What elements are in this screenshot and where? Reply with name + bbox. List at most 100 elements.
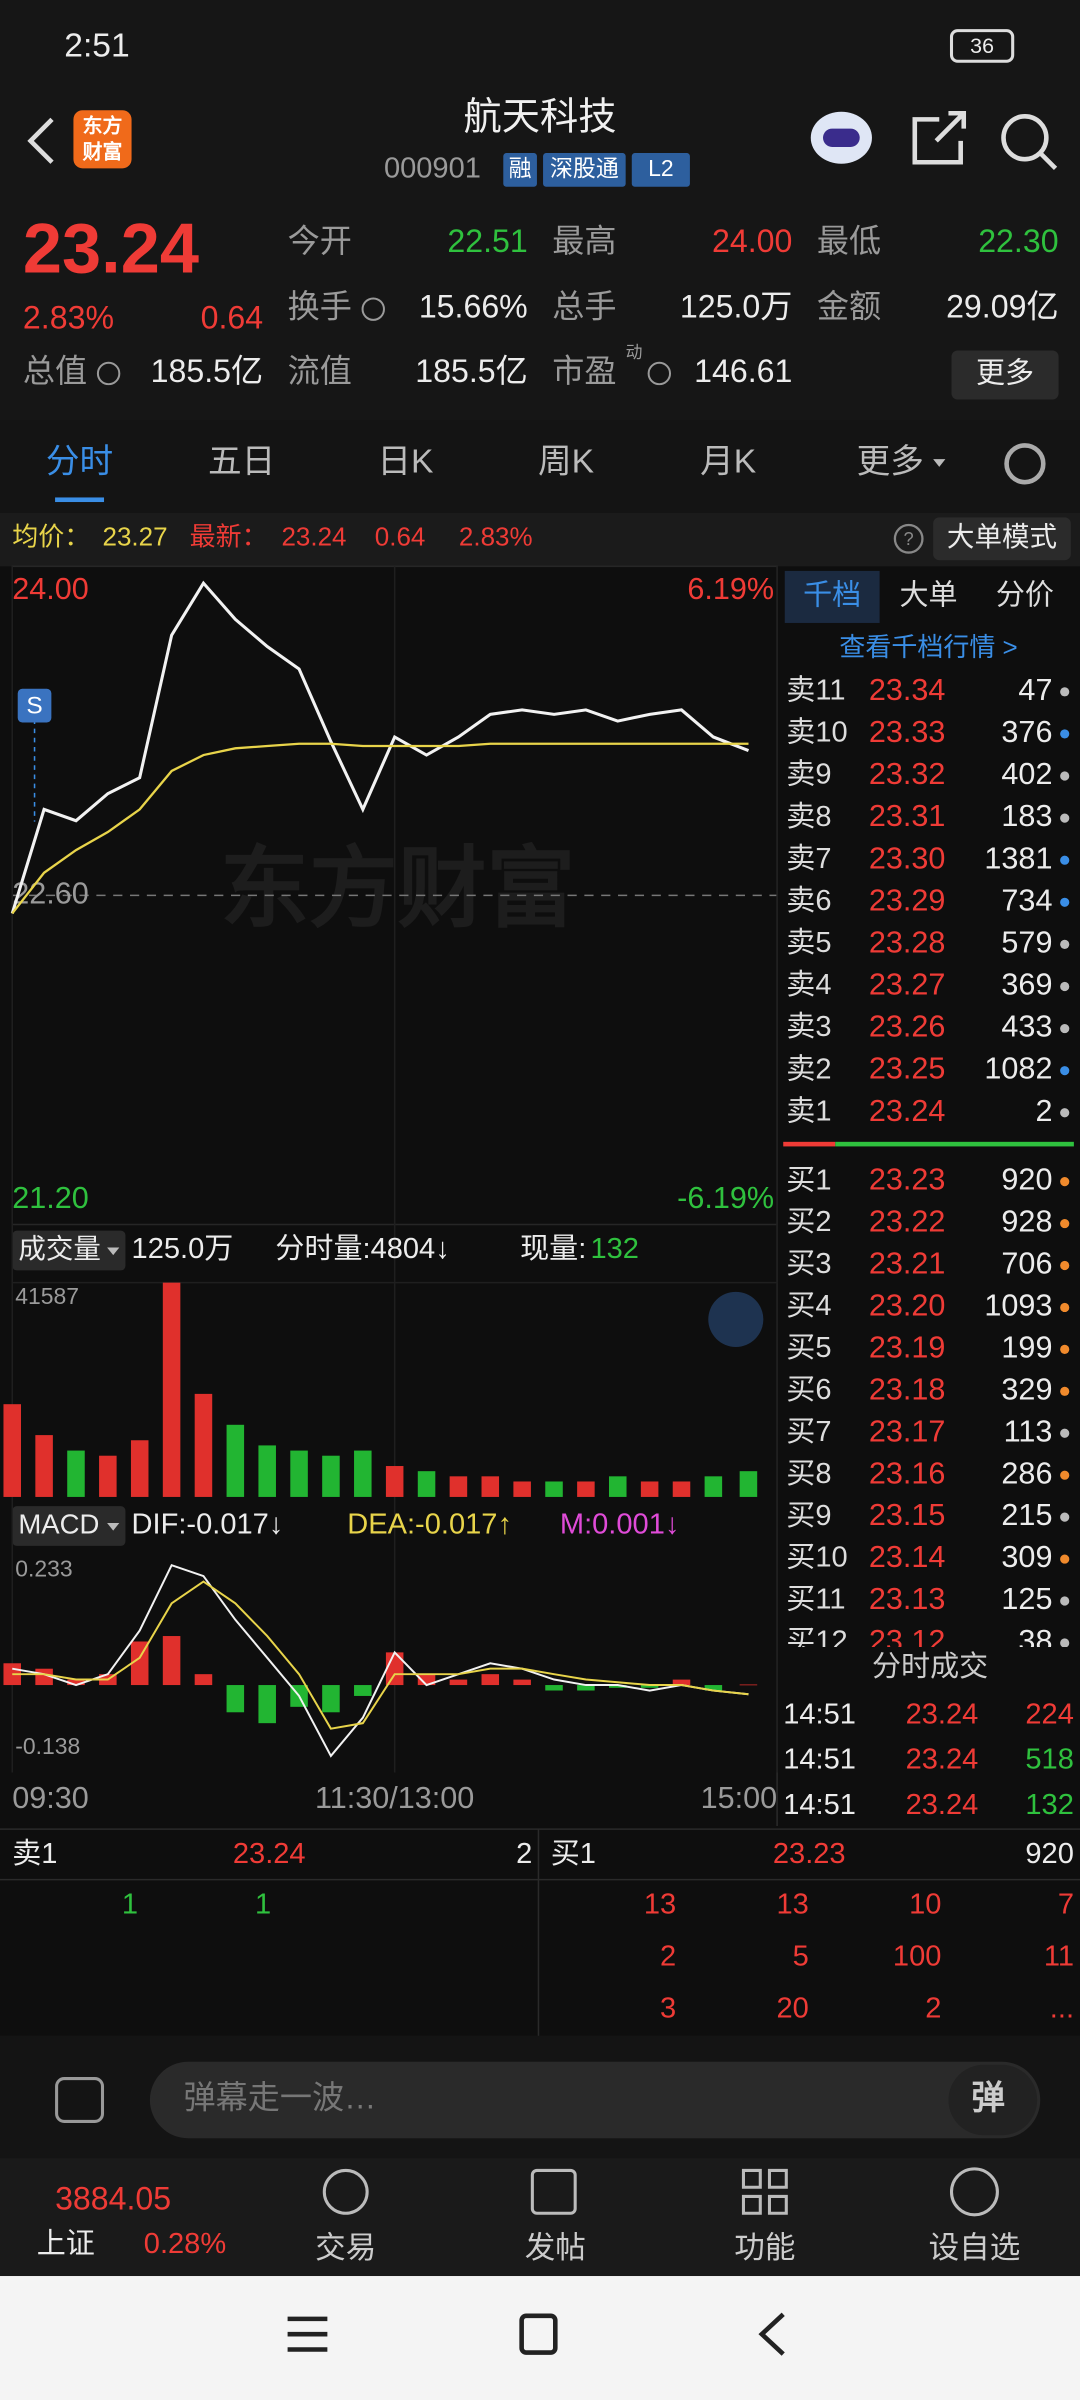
book-level: 卖4 [786, 969, 831, 1001]
trades-header[interactable]: 分时成交 [872, 1650, 988, 1683]
book-dot [1060, 1066, 1070, 1076]
tab[interactable]: 更多 [857, 443, 924, 481]
book-level: 卖10 [786, 717, 847, 749]
danmaku-button-text[interactable]: 弹 [971, 2079, 1005, 2117]
app-logo [73, 110, 132, 169]
field-label: 流值 [288, 353, 352, 389]
danmaku-icon[interactable] [55, 2077, 105, 2123]
volume-bar [162, 1282, 181, 1497]
queue-order: 7 [1058, 1888, 1074, 1920]
book-tab[interactable]: 分价 [996, 580, 1054, 612]
volume-bar [672, 1481, 691, 1497]
tab[interactable]: 五日 [208, 444, 275, 481]
book-tab[interactable]: 大单 [899, 579, 957, 612]
tab[interactable]: 周K [538, 444, 595, 481]
volume-bar [417, 1471, 436, 1497]
settings-button[interactable] [1004, 443, 1046, 485]
book-qty: 433 [1001, 1010, 1052, 1044]
field-value: 22.30 [978, 223, 1058, 259]
menu-key[interactable] [287, 2316, 328, 2352]
home-key[interactable] [519, 2313, 558, 2355]
more-button[interactable] [951, 350, 1059, 400]
tab[interactable]: 日K [377, 444, 434, 481]
comment-input[interactable] [149, 2061, 1041, 2139]
book-dot [1060, 1386, 1070, 1396]
tab-underline [55, 497, 105, 503]
back-key[interactable] [758, 2312, 785, 2356]
book-dot [1060, 687, 1070, 697]
tab[interactable]: 分时 [46, 444, 113, 481]
book-level: 卖3 [786, 1011, 831, 1043]
field-sup: 动 [626, 343, 643, 362]
trade-icon[interactable] [322, 2168, 369, 2215]
book-level: 卖5 [786, 927, 831, 959]
macd-bar [417, 1674, 436, 1686]
tag-bg [503, 153, 537, 187]
book-price: 23.33 [869, 715, 946, 749]
comment-placeholder[interactable]: 弹幕走一波… [184, 2079, 377, 2115]
queue-order: 2 [660, 1940, 676, 1972]
macd-selector[interactable] [12, 1506, 126, 1546]
field-value: 22.51 [447, 223, 527, 259]
book-price: 23.21 [869, 1247, 946, 1281]
watchlist-icon[interactable] [949, 2167, 999, 2217]
book-dot [1060, 1596, 1070, 1606]
share-button[interactable] [912, 110, 967, 165]
stock-code: 000901 [384, 153, 481, 185]
volume-bar [577, 1481, 595, 1497]
danmaku-button[interactable] [948, 2064, 1038, 2136]
volume-bar [545, 1481, 563, 1497]
info-icon [647, 361, 672, 386]
book-link[interactable]: 查看千档行情 > [839, 632, 1017, 662]
back-button[interactable] [27, 117, 54, 164]
search-button[interactable] [1001, 114, 1049, 162]
trade-time: 14:51 [783, 1698, 856, 1730]
queue-order: 13 [644, 1888, 676, 1920]
book-dot [1060, 1638, 1070, 1647]
queue-order: 13 [776, 1888, 808, 1920]
info-change: 0.64 [375, 522, 426, 552]
field-value: 146.61 [694, 353, 792, 389]
mode-button-text[interactable]: 大单模式 [947, 521, 1057, 552]
tab[interactable]: 月K [700, 444, 757, 481]
book-price: 23.16 [869, 1456, 946, 1490]
book-level: 买10 [786, 1542, 847, 1574]
book-level: 买1 [786, 1164, 831, 1196]
queue-order: 10 [909, 1888, 941, 1920]
series-line [12, 1563, 749, 1758]
nav-item[interactable]: 设自选 [929, 2231, 1021, 2265]
y-tick-label: 41587 [15, 1283, 79, 1309]
book-level: 买2 [786, 1206, 831, 1238]
book-level: 买8 [786, 1458, 831, 1490]
book-qty: 706 [1001, 1247, 1052, 1281]
queue-order: 1 [255, 1888, 271, 1920]
post-icon[interactable] [530, 2168, 577, 2215]
mode-button[interactable] [933, 517, 1071, 561]
more-button-text[interactable]: 更多 [976, 357, 1034, 390]
book-tab[interactable]: 千档 [803, 579, 861, 612]
book-dot [1060, 1554, 1070, 1564]
macd-bar [739, 1684, 758, 1686]
nav-item[interactable]: 交易 [315, 2231, 376, 2265]
nav-item[interactable]: 发帖 [525, 2231, 586, 2265]
volume-selector-text[interactable]: 成交量 [18, 1233, 101, 1264]
dif: DIF:-0.017↓ [132, 1509, 284, 1541]
nav-item[interactable]: 功能 [734, 2231, 795, 2265]
expand-button[interactable] [708, 1291, 764, 1347]
trade-time: 14:51 [783, 1789, 856, 1821]
macd-selector-text[interactable]: MACD [18, 1508, 99, 1539]
help-icon[interactable] [893, 523, 924, 554]
field-label: 总手 [552, 289, 616, 325]
field-label: 金额 [817, 289, 881, 325]
book-level: 卖8 [786, 801, 831, 833]
avg-label: 均价： [12, 522, 90, 552]
function-icon[interactable] [741, 2168, 788, 2215]
y2-tick-label: -6.19% [677, 1181, 774, 1215]
book-qty: 113 [1004, 1414, 1053, 1448]
y-tick-label: 0.233 [15, 1555, 72, 1581]
volume-selector[interactable] [12, 1230, 126, 1271]
marker-label: S [26, 693, 42, 720]
book-price: 23.31 [869, 799, 946, 833]
